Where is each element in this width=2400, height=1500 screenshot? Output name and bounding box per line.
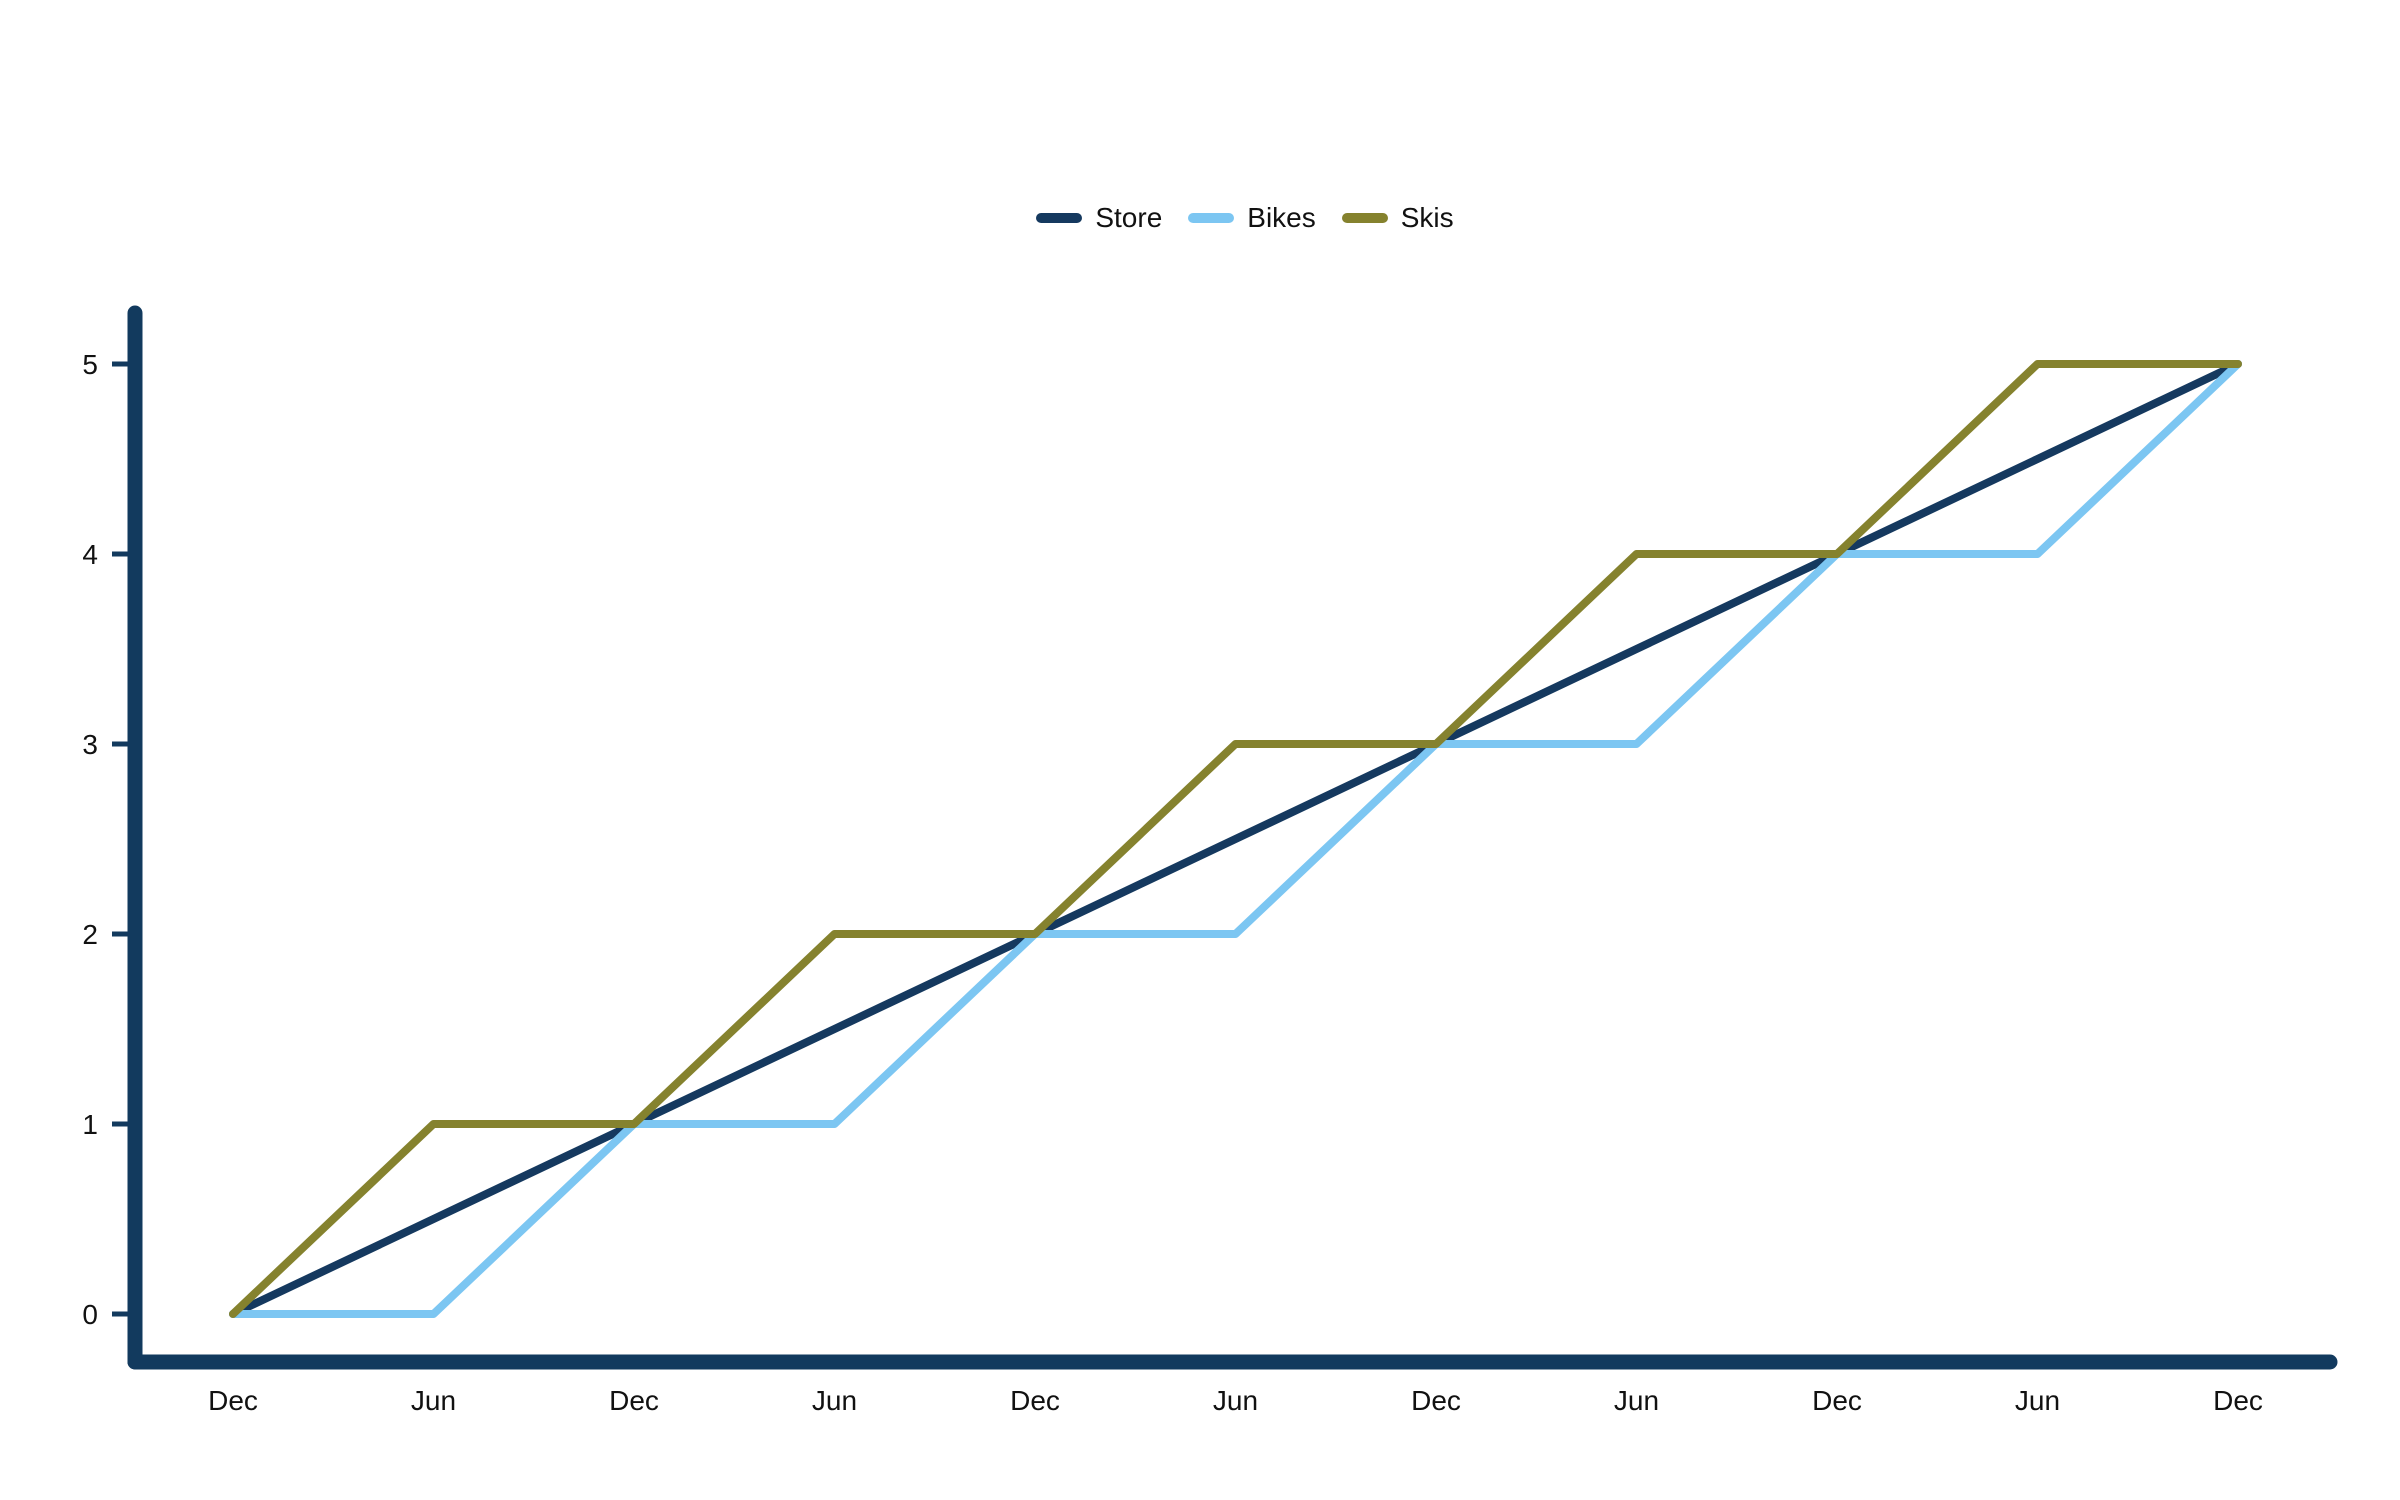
legend-item-store: Store: [1036, 202, 1162, 234]
y-tick-label: 4: [82, 539, 98, 570]
legend-item-skis: Skis: [1341, 202, 1454, 234]
legend-label: Skis: [1400, 202, 1454, 233]
legend-swatch-icon: [1341, 213, 1388, 223]
y-tick-label: 1: [82, 1109, 98, 1140]
y-tick-label: 0: [82, 1299, 98, 1330]
x-tick-label: Jun: [1213, 1385, 1258, 1416]
series-line-skis: [229, 360, 2242, 1318]
x-tick-label: Dec: [1411, 1385, 1461, 1416]
x-tick-label: Jun: [411, 1385, 456, 1416]
legend-swatch-icon: [1188, 213, 1235, 223]
y-tick-label: 5: [82, 349, 98, 380]
y-tick-label: 2: [82, 919, 98, 950]
legend-item-bikes: Bikes: [1188, 202, 1316, 234]
chart-legend: Store Bikes Skis: [0, 202, 2400, 234]
x-tick-label: Dec: [2213, 1385, 2263, 1416]
y-tick-label: 3: [82, 729, 98, 760]
x-tick-label: Jun: [812, 1385, 857, 1416]
series-line-store: [229, 360, 2242, 1318]
x-tick-label: Jun: [2015, 1385, 2060, 1416]
legend-label: Store: [1095, 202, 1163, 233]
x-tick-label: Dec: [1010, 1385, 1060, 1416]
series-line-bikes: [229, 360, 2242, 1318]
x-tick-label: Dec: [1812, 1385, 1862, 1416]
legend-label: Bikes: [1247, 202, 1316, 233]
x-tick-label: Jun: [1614, 1385, 1659, 1416]
x-tick-label: Dec: [609, 1385, 659, 1416]
legend-swatch-icon: [1036, 213, 1083, 223]
x-tick-label: Dec: [208, 1385, 258, 1416]
